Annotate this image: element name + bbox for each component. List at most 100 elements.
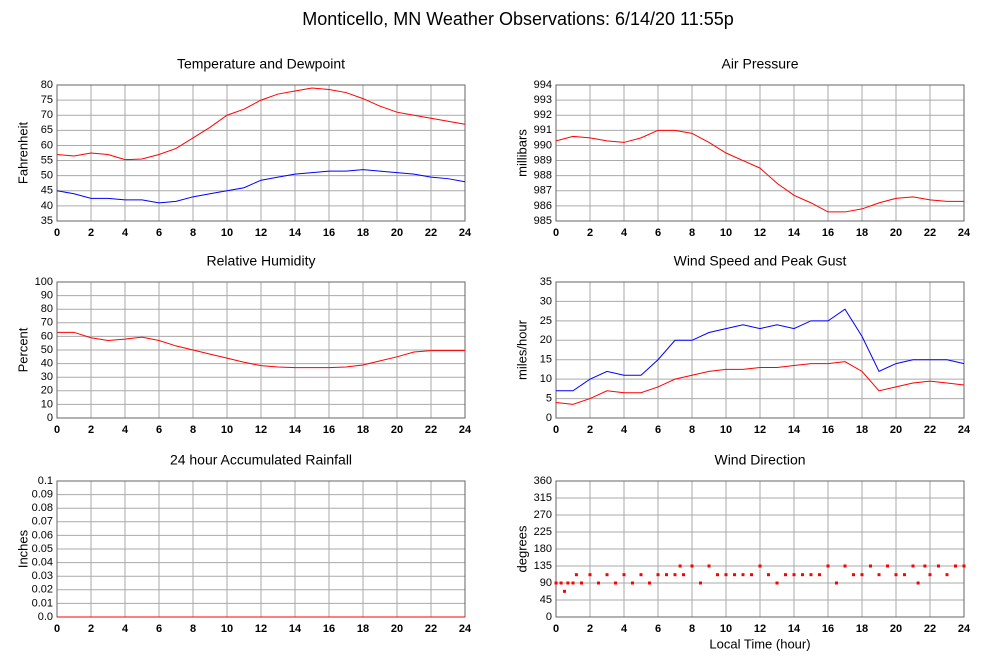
plot-frame — [555, 480, 965, 618]
y-tick-label: 0.0 — [38, 611, 53, 623]
x-tick-label: 4 — [621, 227, 628, 239]
y-tick-label: 0.08 — [32, 502, 53, 514]
point — [724, 573, 728, 577]
x-tick-label: 24 — [459, 623, 472, 635]
x-tick-label: 14 — [289, 623, 302, 635]
y-tick-label: 0.05 — [32, 543, 53, 555]
point — [605, 573, 609, 577]
x-tick-label: 16 — [323, 424, 335, 436]
panel-title: Wind Direction — [714, 452, 805, 468]
point — [597, 581, 600, 585]
point — [894, 573, 898, 577]
x-tick-label: 24 — [958, 424, 971, 436]
point — [767, 573, 770, 577]
point — [682, 573, 685, 577]
y-tick-label: 70 — [41, 317, 53, 329]
point — [559, 581, 563, 585]
x-tick-label: 10 — [720, 424, 732, 436]
y-tick-label: 50 — [41, 170, 53, 182]
x-tick-label: 10 — [221, 227, 233, 239]
x-tick-label: 14 — [788, 424, 801, 436]
panel: Relative HumidityPercent0102030405060708… — [15, 253, 472, 436]
point — [750, 573, 753, 577]
panel: Wind Directiondegrees0459013518022527031… — [514, 452, 971, 635]
point — [826, 564, 830, 568]
x-tick-label: 20 — [890, 623, 902, 635]
y-axis-label: millibars — [514, 129, 529, 177]
x-tick-label: 2 — [88, 424, 94, 436]
x-tick-label: 20 — [890, 227, 902, 239]
panel: Air Pressure millibars 985 986 987 988 989 990 9… — [514, 56, 971, 239]
x-tick-label: 16 — [822, 227, 834, 239]
point — [945, 573, 949, 577]
x-tick-label: 18 — [856, 424, 868, 436]
x-tick-label: 4 — [122, 227, 129, 239]
y-tick-label: 10 — [41, 398, 53, 410]
point — [673, 573, 677, 577]
point — [916, 581, 920, 585]
y-tick-label: 989 — [534, 154, 552, 166]
point — [784, 573, 787, 577]
x-tick-label: 4 — [122, 424, 129, 436]
y-tick-label: 5 — [546, 392, 552, 404]
point — [665, 573, 668, 577]
x-tick-label: 8 — [190, 424, 196, 436]
x-tick-label: 18 — [357, 623, 369, 635]
x-tick-label: 14 — [788, 623, 801, 635]
x-tick-label: 10 — [221, 623, 233, 635]
x-tick-label: 10 — [720, 623, 732, 635]
point — [639, 573, 643, 577]
y-tick-label: 20 — [540, 334, 552, 346]
y-tick-label: 360 — [534, 475, 552, 487]
point — [707, 564, 711, 568]
y-tick-label: 20 — [41, 385, 53, 397]
y-tick-label: 70 — [41, 109, 53, 121]
x-tick-label: 12 — [754, 623, 766, 635]
page-title: Monticello, MN Weather Observations: 6/1… — [302, 9, 734, 29]
y-tick-label: 30 — [41, 371, 53, 383]
y-axis-label: miles/hour — [514, 319, 529, 380]
point — [954, 564, 957, 568]
y-tick-label: 990 — [534, 139, 552, 151]
y-tick-label: 40 — [41, 200, 53, 212]
point — [574, 573, 578, 577]
y-tick-label: 180 — [534, 543, 552, 555]
series-line — [556, 308, 965, 392]
x-tick-label: 2 — [587, 227, 593, 239]
x-tick-label: 24 — [958, 227, 971, 239]
y-tick-label: 25 — [540, 315, 552, 327]
x-tick-label: 16 — [822, 623, 834, 635]
x-tick-label: 0 — [553, 623, 559, 635]
x-tick-label: 16 — [822, 424, 834, 436]
x-tick-label: 16 — [323, 623, 335, 635]
point — [758, 564, 762, 568]
x-tick-label: 4 — [621, 424, 628, 436]
point — [835, 581, 838, 585]
x-tick-label: 0 — [553, 424, 559, 436]
point — [571, 581, 575, 585]
y-tick-label: 985 — [534, 215, 552, 227]
y-tick-label: 65 — [41, 124, 53, 136]
y-tick-label: 991 — [534, 124, 552, 136]
point — [588, 573, 592, 577]
x-tick-label: 22 — [924, 227, 936, 239]
x-tick-label: 14 — [289, 227, 302, 239]
y-tick-label: 50 — [41, 344, 53, 356]
y-tick-label: 0.1 — [38, 475, 53, 487]
y-tick-label: 55 — [41, 154, 53, 166]
x-tick-label: 12 — [255, 623, 267, 635]
x-tick-label: 4 — [122, 623, 129, 635]
y-tick-label: 40 — [41, 358, 53, 370]
x-tick-label: 18 — [856, 227, 868, 239]
point — [923, 564, 927, 568]
x-tick-label: 0 — [553, 227, 559, 239]
x-tick-label: 8 — [689, 623, 695, 635]
x-tick-label: 24 — [459, 227, 472, 239]
y-tick-label: 45 — [41, 185, 53, 197]
y-tick-label: 80 — [41, 79, 53, 91]
y-tick-label: 60 — [41, 330, 53, 342]
y-axis-label: Inches — [15, 529, 30, 568]
x-tick-label: 22 — [924, 623, 936, 635]
y-tick-label: 10 — [540, 373, 552, 385]
y-tick-label: 0.04 — [32, 557, 53, 569]
